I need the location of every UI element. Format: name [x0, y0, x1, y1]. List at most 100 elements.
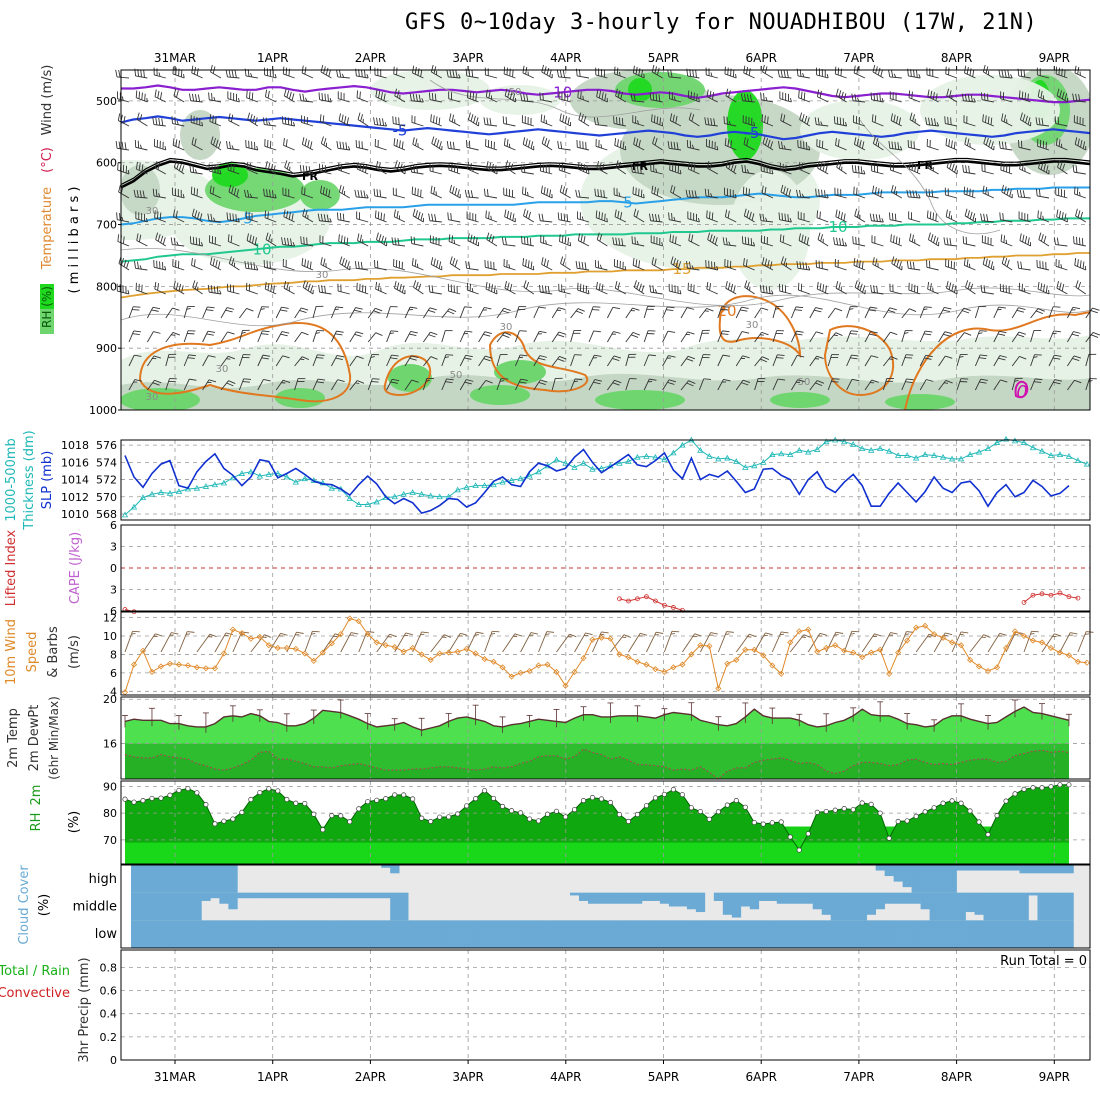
barb-feather — [538, 382, 546, 386]
upper-wind-barb — [283, 88, 295, 103]
surface-wind-barb — [987, 632, 1007, 653]
barb-feather — [375, 89, 378, 97]
thickness-point — [751, 462, 758, 469]
barb-feather — [247, 261, 250, 269]
cloud-bar — [983, 892, 993, 921]
barb-feather — [231, 186, 234, 194]
barb-feather — [154, 281, 157, 290]
upper-wind-barb — [449, 256, 461, 271]
barb-staff — [190, 100, 203, 103]
barb-feather — [1006, 259, 1010, 267]
barb-feather — [158, 72, 161, 77]
rh-point — [140, 797, 146, 804]
rh-point — [940, 800, 946, 806]
barb-feather — [417, 188, 419, 196]
upper-wind-barb — [853, 186, 866, 199]
barb-feather — [743, 258, 745, 266]
upper-wind-barb — [742, 186, 755, 199]
barb-feather — [909, 189, 912, 198]
barb-feather — [690, 234, 694, 243]
barb-feather — [986, 93, 989, 101]
barb-feather — [1023, 69, 1026, 78]
barb-feather — [929, 283, 932, 291]
barb-feather — [898, 261, 902, 269]
barb-feather — [280, 309, 288, 312]
barb-feather — [990, 117, 993, 125]
cloud-bar — [1010, 865, 1020, 871]
barb-staff — [588, 330, 595, 343]
lifted-index-point — [635, 596, 640, 602]
barb-staff — [982, 242, 994, 247]
barb-feather — [1003, 114, 1007, 123]
cloud-bar — [1055, 892, 1065, 921]
barb-feather — [688, 112, 692, 120]
barb-feather — [744, 165, 747, 173]
upper-wind-barb — [890, 113, 903, 127]
barb-staff — [367, 308, 376, 319]
barb-feather — [618, 117, 621, 125]
barb-staff — [827, 332, 837, 343]
barb-feather — [747, 237, 750, 245]
barb-feather — [525, 281, 530, 290]
barb-feather — [192, 236, 195, 245]
barb-feather — [242, 381, 250, 383]
barb-feather — [430, 114, 432, 122]
barb-feather — [691, 190, 694, 198]
barb-feather — [950, 117, 952, 125]
barb-feather — [215, 259, 218, 268]
thickness-point — [571, 464, 578, 470]
upper-wind-barb — [607, 355, 622, 367]
barb-feather — [229, 212, 232, 221]
barb-feather — [764, 186, 767, 195]
barb-feather — [857, 281, 861, 290]
barb-staff — [789, 634, 805, 653]
barb-feather — [824, 190, 826, 198]
barb-feather — [767, 259, 770, 268]
upper-wind-barb — [540, 235, 553, 247]
barb-staff — [338, 290, 350, 295]
wind-speed-point — [913, 624, 920, 631]
upper-wind-barb — [962, 164, 976, 175]
barb-feather — [698, 97, 700, 103]
cloud-bar — [291, 892, 301, 899]
barb-feather — [396, 67, 398, 75]
barb-feather — [542, 92, 544, 101]
upper-wind-barb — [817, 160, 829, 175]
date-label-top: 5APR — [648, 51, 679, 65]
barb-feather — [522, 137, 526, 145]
barb-staff — [963, 243, 976, 247]
cloud-bar — [668, 920, 679, 948]
cloud-bar — [650, 920, 661, 948]
upper-wind-barb — [301, 115, 314, 127]
rh-point — [275, 788, 281, 794]
cloud-unit-label: (%) — [37, 894, 52, 917]
barb-feather — [819, 632, 828, 636]
upper-wind-barb — [680, 331, 695, 343]
date-label-bottom: 5APR — [648, 1070, 679, 1084]
barb-feather — [471, 288, 474, 293]
barb-feather — [780, 256, 784, 264]
upper-wind-barb — [504, 88, 516, 103]
barb-feather — [779, 234, 782, 242]
barb-feather — [1056, 209, 1059, 217]
barb-feather — [771, 169, 774, 175]
barb-staff — [662, 331, 669, 343]
barb-feather — [161, 118, 164, 126]
barb-feather — [781, 631, 789, 634]
barb-feather — [246, 161, 249, 170]
upper-wind-barb — [190, 115, 204, 127]
upper-wind-barb — [330, 306, 344, 319]
barb-staff — [772, 330, 778, 343]
cloud-bar — [183, 920, 193, 948]
barb-feather — [706, 307, 714, 312]
upper-wind-barb — [357, 233, 369, 247]
barb-feather — [315, 332, 320, 334]
rh-point — [553, 808, 560, 814]
barb-feather — [411, 186, 414, 194]
barb-feather — [725, 237, 728, 245]
barb-staff — [459, 355, 467, 367]
barb-feather — [249, 234, 252, 243]
cloud-bar — [587, 892, 598, 904]
upper-wind-barb — [772, 378, 786, 391]
surface-wind-barb — [394, 632, 413, 653]
